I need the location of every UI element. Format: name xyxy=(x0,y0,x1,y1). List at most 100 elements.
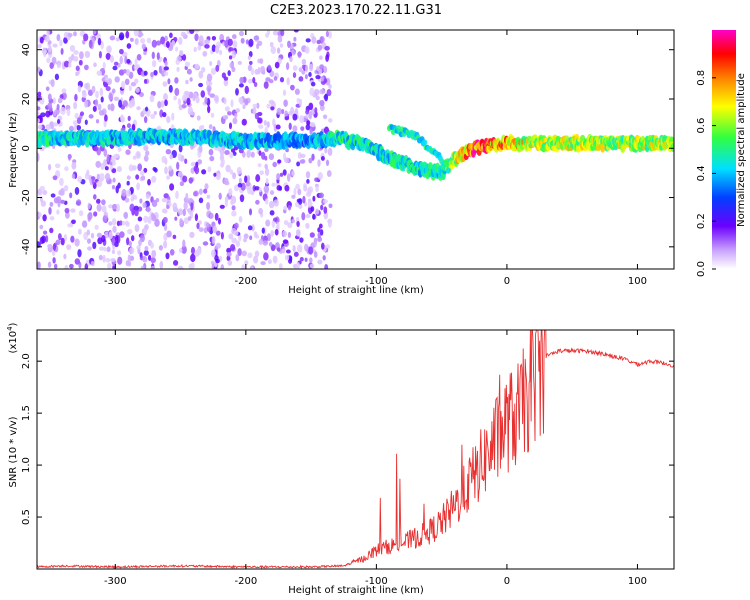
heatmap-cell xyxy=(198,227,204,232)
heatmap-cell xyxy=(291,219,296,224)
heatmap-cell xyxy=(49,216,55,221)
heatmap-cell xyxy=(163,240,168,249)
heatmap-cell xyxy=(245,181,251,187)
heatmap-cell xyxy=(275,124,281,130)
heatmap-cell xyxy=(105,257,111,263)
heatmap-cell xyxy=(178,171,183,177)
heatmap-cell xyxy=(308,157,313,164)
heatmap-cell xyxy=(287,40,291,49)
heatmap-cell xyxy=(261,151,266,160)
heatmap-cell xyxy=(95,90,99,99)
heatmap-cell xyxy=(42,230,48,235)
heatmap-cell xyxy=(105,52,111,60)
heatmap-cell xyxy=(114,241,119,248)
heatmap-cell xyxy=(123,211,129,220)
heatmap-cell xyxy=(66,108,71,117)
heatmap-cell xyxy=(279,172,284,177)
heatmap-cell xyxy=(193,190,198,197)
heatmap-cell xyxy=(299,237,304,243)
heatmap-cell xyxy=(301,212,306,221)
heatmap-cell xyxy=(114,76,120,83)
heatmap-cell xyxy=(292,113,298,121)
heatmap-cell xyxy=(215,242,221,249)
heatmap-cell xyxy=(91,176,95,185)
heatmap-cell xyxy=(112,265,116,269)
heatmap-cell xyxy=(294,88,300,95)
heatmap-cell xyxy=(177,153,182,161)
heatmap-cell xyxy=(134,38,139,45)
heatmap-cell xyxy=(295,183,300,190)
snr-y-tick-label: 2.0 xyxy=(21,353,32,369)
heatmap-cell xyxy=(150,242,154,249)
heatmap-cell xyxy=(48,44,52,53)
heatmap-cell xyxy=(292,244,296,253)
heatmap-cell xyxy=(200,124,205,130)
heatmap-cell xyxy=(122,100,128,107)
heatmap-cell xyxy=(154,218,160,227)
heatmap-cell xyxy=(268,99,275,105)
heatmap-cell xyxy=(304,257,308,262)
heatmap-cell xyxy=(294,201,300,208)
heatmap-cell xyxy=(56,209,60,215)
heatmap-cell xyxy=(202,50,208,57)
heatmap-cell xyxy=(232,172,237,180)
heatmap-cell xyxy=(287,204,292,211)
heatmap-cell xyxy=(96,198,101,204)
heatmap-cell xyxy=(78,59,83,66)
heatmap-cell xyxy=(300,153,306,158)
heatmap-cell xyxy=(151,175,157,183)
heatmap-cell xyxy=(84,64,89,71)
heatmap-cell xyxy=(185,79,189,85)
heatmap-cell xyxy=(155,197,160,203)
heatmap-cell xyxy=(211,44,216,53)
heatmap-cell xyxy=(141,43,146,50)
heatmap-cell xyxy=(241,250,247,257)
heatmap-cell xyxy=(92,105,97,112)
heatmap-cell xyxy=(136,245,141,250)
heatmap-cell xyxy=(47,93,52,101)
heatmap-cell xyxy=(308,246,314,255)
heatmap-cell xyxy=(184,61,191,67)
heatmap-cell xyxy=(228,122,233,130)
heatmap-cell xyxy=(180,31,187,37)
heatmap-cell xyxy=(126,180,130,186)
heatmap-cell xyxy=(264,198,269,205)
heatmap-cell xyxy=(268,200,275,209)
heatmap-cell xyxy=(104,77,110,83)
heatmap-cell xyxy=(98,50,102,59)
heatmap-cell xyxy=(59,39,63,47)
heatmap-cell xyxy=(126,175,131,180)
heatmap-cell xyxy=(198,70,204,79)
heatmap-cell xyxy=(56,33,61,42)
heatmap-cell xyxy=(317,159,321,167)
heatmap-cell xyxy=(77,249,82,258)
heatmap-cell xyxy=(281,108,285,115)
heatmap-cell xyxy=(147,254,152,261)
heatmap-cell xyxy=(94,98,99,107)
heatmap-cell xyxy=(150,257,156,264)
heatmap-cell xyxy=(99,87,104,97)
heatmap-cell xyxy=(172,234,177,240)
heatmap-cell xyxy=(307,200,313,208)
heatmap-cell xyxy=(283,205,288,211)
heatmap-cell xyxy=(252,103,258,108)
heatmap-cell xyxy=(88,114,94,119)
heatmap-cell xyxy=(73,50,79,55)
heatmap-cell xyxy=(231,66,236,73)
heatmap-cell xyxy=(181,104,187,109)
heatmap-cell xyxy=(139,170,145,176)
heatmap-cell xyxy=(260,261,266,266)
heatmap-cell xyxy=(285,62,290,71)
heatmap-cell xyxy=(160,36,166,45)
heatmap-cell xyxy=(258,238,264,245)
heatmap-cell xyxy=(258,150,262,156)
heatmap-cell xyxy=(79,51,84,60)
heatmap-cell xyxy=(75,71,79,77)
heatmap-cell xyxy=(84,99,89,108)
heatmap-cell xyxy=(166,116,171,124)
heatmap-cell xyxy=(254,250,260,258)
heatmap-cell xyxy=(261,227,265,234)
heatmap-cell xyxy=(164,99,168,107)
heatmap-cell xyxy=(147,178,151,186)
heatmap-cell xyxy=(165,252,170,260)
